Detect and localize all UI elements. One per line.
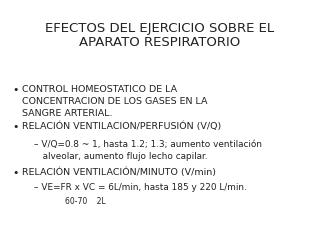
Text: •: • bbox=[12, 168, 18, 178]
Text: •: • bbox=[12, 122, 18, 132]
Text: RELACIÓN VENTILACIÓN/MINUTO (V/min): RELACIÓN VENTILACIÓN/MINUTO (V/min) bbox=[22, 168, 216, 178]
Text: APARATO RESPIRATORIO: APARATO RESPIRATORIO bbox=[79, 36, 241, 49]
Text: CONTROL HOMEOSTATICO DE LA
CONCENTRACION DE LOS GASES EN LA
SANGRE ARTERIAL.: CONTROL HOMEOSTATICO DE LA CONCENTRACION… bbox=[22, 85, 207, 118]
Text: 60-70    2L: 60-70 2L bbox=[65, 197, 106, 206]
Text: RELACIÓN VENTILACION/PERFUSIÓN (V/Q): RELACIÓN VENTILACION/PERFUSIÓN (V/Q) bbox=[22, 122, 221, 132]
Text: – VE=FR x VC = 6L/min, hasta 185 y 220 L/min.: – VE=FR x VC = 6L/min, hasta 185 y 220 L… bbox=[34, 183, 247, 192]
Text: – V/Q=0.8 ~ 1, hasta 1.2; 1.3; aumento ventilación
   alveolar, aumento flujo le: – V/Q=0.8 ~ 1, hasta 1.2; 1.3; aumento v… bbox=[34, 140, 262, 161]
Text: •: • bbox=[12, 85, 18, 95]
Text: EFECTOS DEL EJERCICIO SOBRE EL: EFECTOS DEL EJERCICIO SOBRE EL bbox=[45, 22, 275, 35]
